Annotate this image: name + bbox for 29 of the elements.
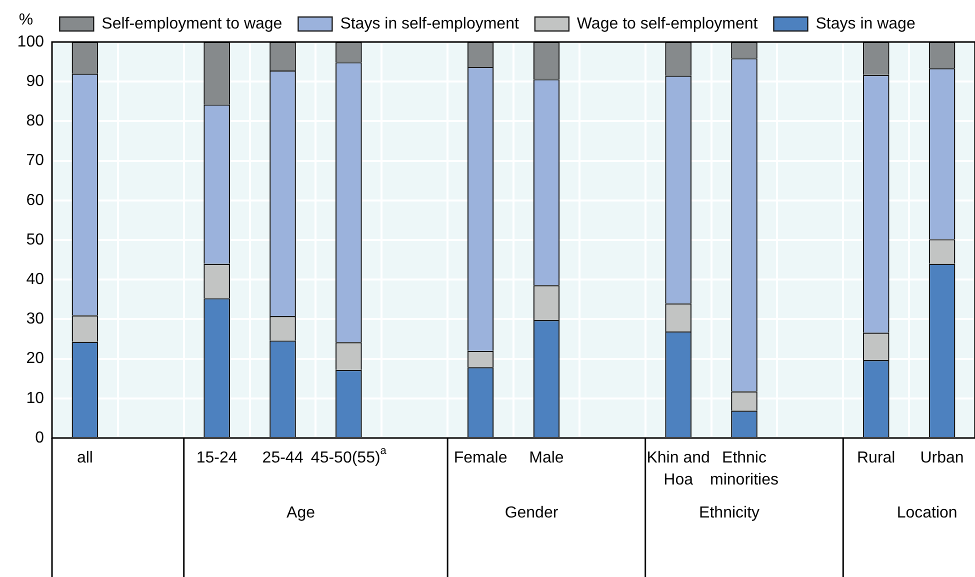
x-tick-label: Female — [454, 449, 508, 466]
legend-label: Stays in self-employment — [340, 15, 520, 32]
text: Age — [286, 504, 316, 522]
y-tick-label: 60 — [26, 192, 44, 209]
y-tick-label: 40 — [26, 271, 44, 288]
x-tick-label: Urban — [920, 449, 964, 466]
text: Ethnicity — [699, 504, 760, 522]
text: Location — [896, 504, 958, 522]
x-tick-label: Khin and Hoa — [646, 449, 710, 488]
x-tick-label: Male — [529, 449, 564, 466]
y-tick-label: 20 — [26, 350, 44, 368]
y-tick-label: 80 — [26, 112, 44, 130]
legend-label: Wage to self-employment — [576, 15, 758, 32]
text: Gender — [504, 504, 559, 522]
y-tick-label: 0 — [35, 429, 44, 446]
x-tick-label: all — [76, 449, 93, 466]
y-tick-label: 30 — [26, 310, 44, 328]
y-tick-label: 10 — [26, 390, 44, 407]
legend-label: Self-employment to wage — [102, 15, 282, 32]
x-tick-label: 25-44 — [262, 449, 304, 466]
y-tick-label: 70 — [26, 152, 44, 170]
y-tick-label: 100 — [17, 33, 44, 50]
y-axis-title: % — [18, 11, 34, 28]
x-tick-label: Rural — [856, 449, 896, 466]
x-tick-label: 15-24 — [196, 449, 238, 466]
y-tick-label: 50 — [26, 231, 44, 248]
y-tick-label: 90 — [26, 73, 44, 90]
legend-label: Stays in wage — [816, 15, 916, 32]
x-tick-label: Ethnic minorities — [710, 449, 778, 488]
